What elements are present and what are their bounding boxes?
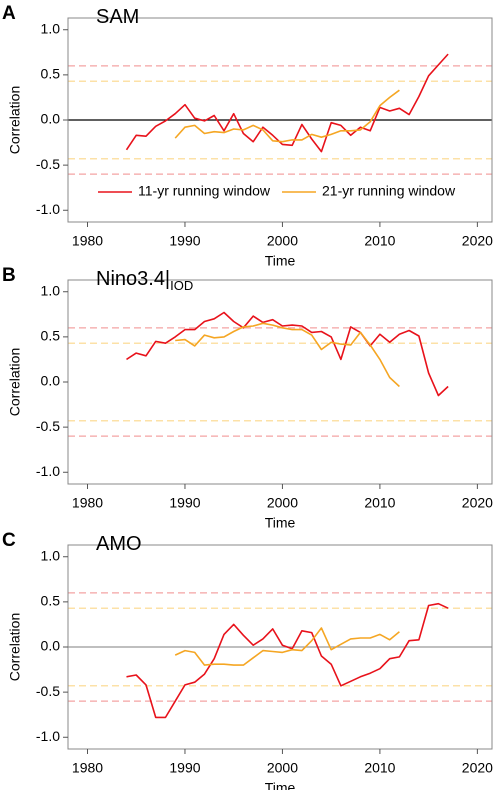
series-line xyxy=(175,322,400,388)
y-tick-label: -1.0 xyxy=(36,728,60,744)
panel-title: SAM xyxy=(96,6,139,28)
series-line xyxy=(126,311,449,397)
panel-title: Nino3.4|IOD xyxy=(96,268,193,293)
y-axis-label: Correlation xyxy=(7,613,23,681)
panel-title: AMO xyxy=(96,533,142,555)
series-line xyxy=(125,53,449,153)
y-axis-label: Correlation xyxy=(7,348,23,416)
panel-label: C xyxy=(2,530,16,551)
x-tick-label: 1980 xyxy=(72,233,103,249)
x-tick-label: 1980 xyxy=(72,495,103,511)
x-axis-label: Time xyxy=(265,780,296,790)
y-tick-label: 0.5 xyxy=(41,593,61,609)
y-tick-label: -1.0 xyxy=(36,201,60,217)
series-line xyxy=(174,627,400,666)
y-tick-label: -1.0 xyxy=(36,463,60,479)
panel-title-text: AMO xyxy=(96,533,142,555)
x-tick-label: 1990 xyxy=(169,233,200,249)
panel-label: A xyxy=(2,3,16,24)
y-tick-label: 0.5 xyxy=(41,66,61,82)
x-tick-label: 2020 xyxy=(462,233,493,249)
y-tick-label: 1.0 xyxy=(41,547,61,563)
x-axis-label: Time xyxy=(265,515,296,531)
x-tick-label: 2000 xyxy=(267,233,298,249)
x-tick-label: 2020 xyxy=(462,495,493,511)
x-tick-label: 1980 xyxy=(72,760,103,776)
y-tick-label: 1.0 xyxy=(41,20,61,36)
x-tick-label: 2010 xyxy=(364,233,395,249)
plot-frame xyxy=(67,279,493,485)
y-tick-label: 0.5 xyxy=(41,328,61,344)
x-tick-label: 1990 xyxy=(169,495,200,511)
y-tick-label: 0.0 xyxy=(41,373,61,389)
y-tick-label: -0.5 xyxy=(36,156,60,172)
series-line xyxy=(174,89,400,143)
series-line xyxy=(126,602,449,719)
legend-label: 21-yr running window xyxy=(322,183,456,199)
x-tick-label: 1990 xyxy=(169,760,200,776)
x-tick-label: 2000 xyxy=(267,760,298,776)
y-tick-label: 0.0 xyxy=(41,638,61,654)
panel-title-text: Nino3.4| xyxy=(96,268,170,290)
y-tick-label: -0.5 xyxy=(36,683,60,699)
y-tick-label: 1.0 xyxy=(41,282,61,298)
x-tick-label: 2000 xyxy=(267,495,298,511)
x-tick-label: 2010 xyxy=(364,760,395,776)
y-axis-label: Correlation xyxy=(7,86,23,154)
x-tick-label: 2020 xyxy=(462,760,493,776)
y-tick-label: -0.5 xyxy=(36,418,60,434)
legend-label: 11-yr running window xyxy=(138,183,271,199)
y-tick-label: 0.0 xyxy=(41,111,61,127)
panel-title-subscript: IOD xyxy=(170,278,193,293)
x-axis-label: Time xyxy=(265,253,296,269)
x-tick-label: 2010 xyxy=(364,495,395,511)
panel-label: B xyxy=(2,265,16,286)
panel-title-text: SAM xyxy=(96,6,139,28)
